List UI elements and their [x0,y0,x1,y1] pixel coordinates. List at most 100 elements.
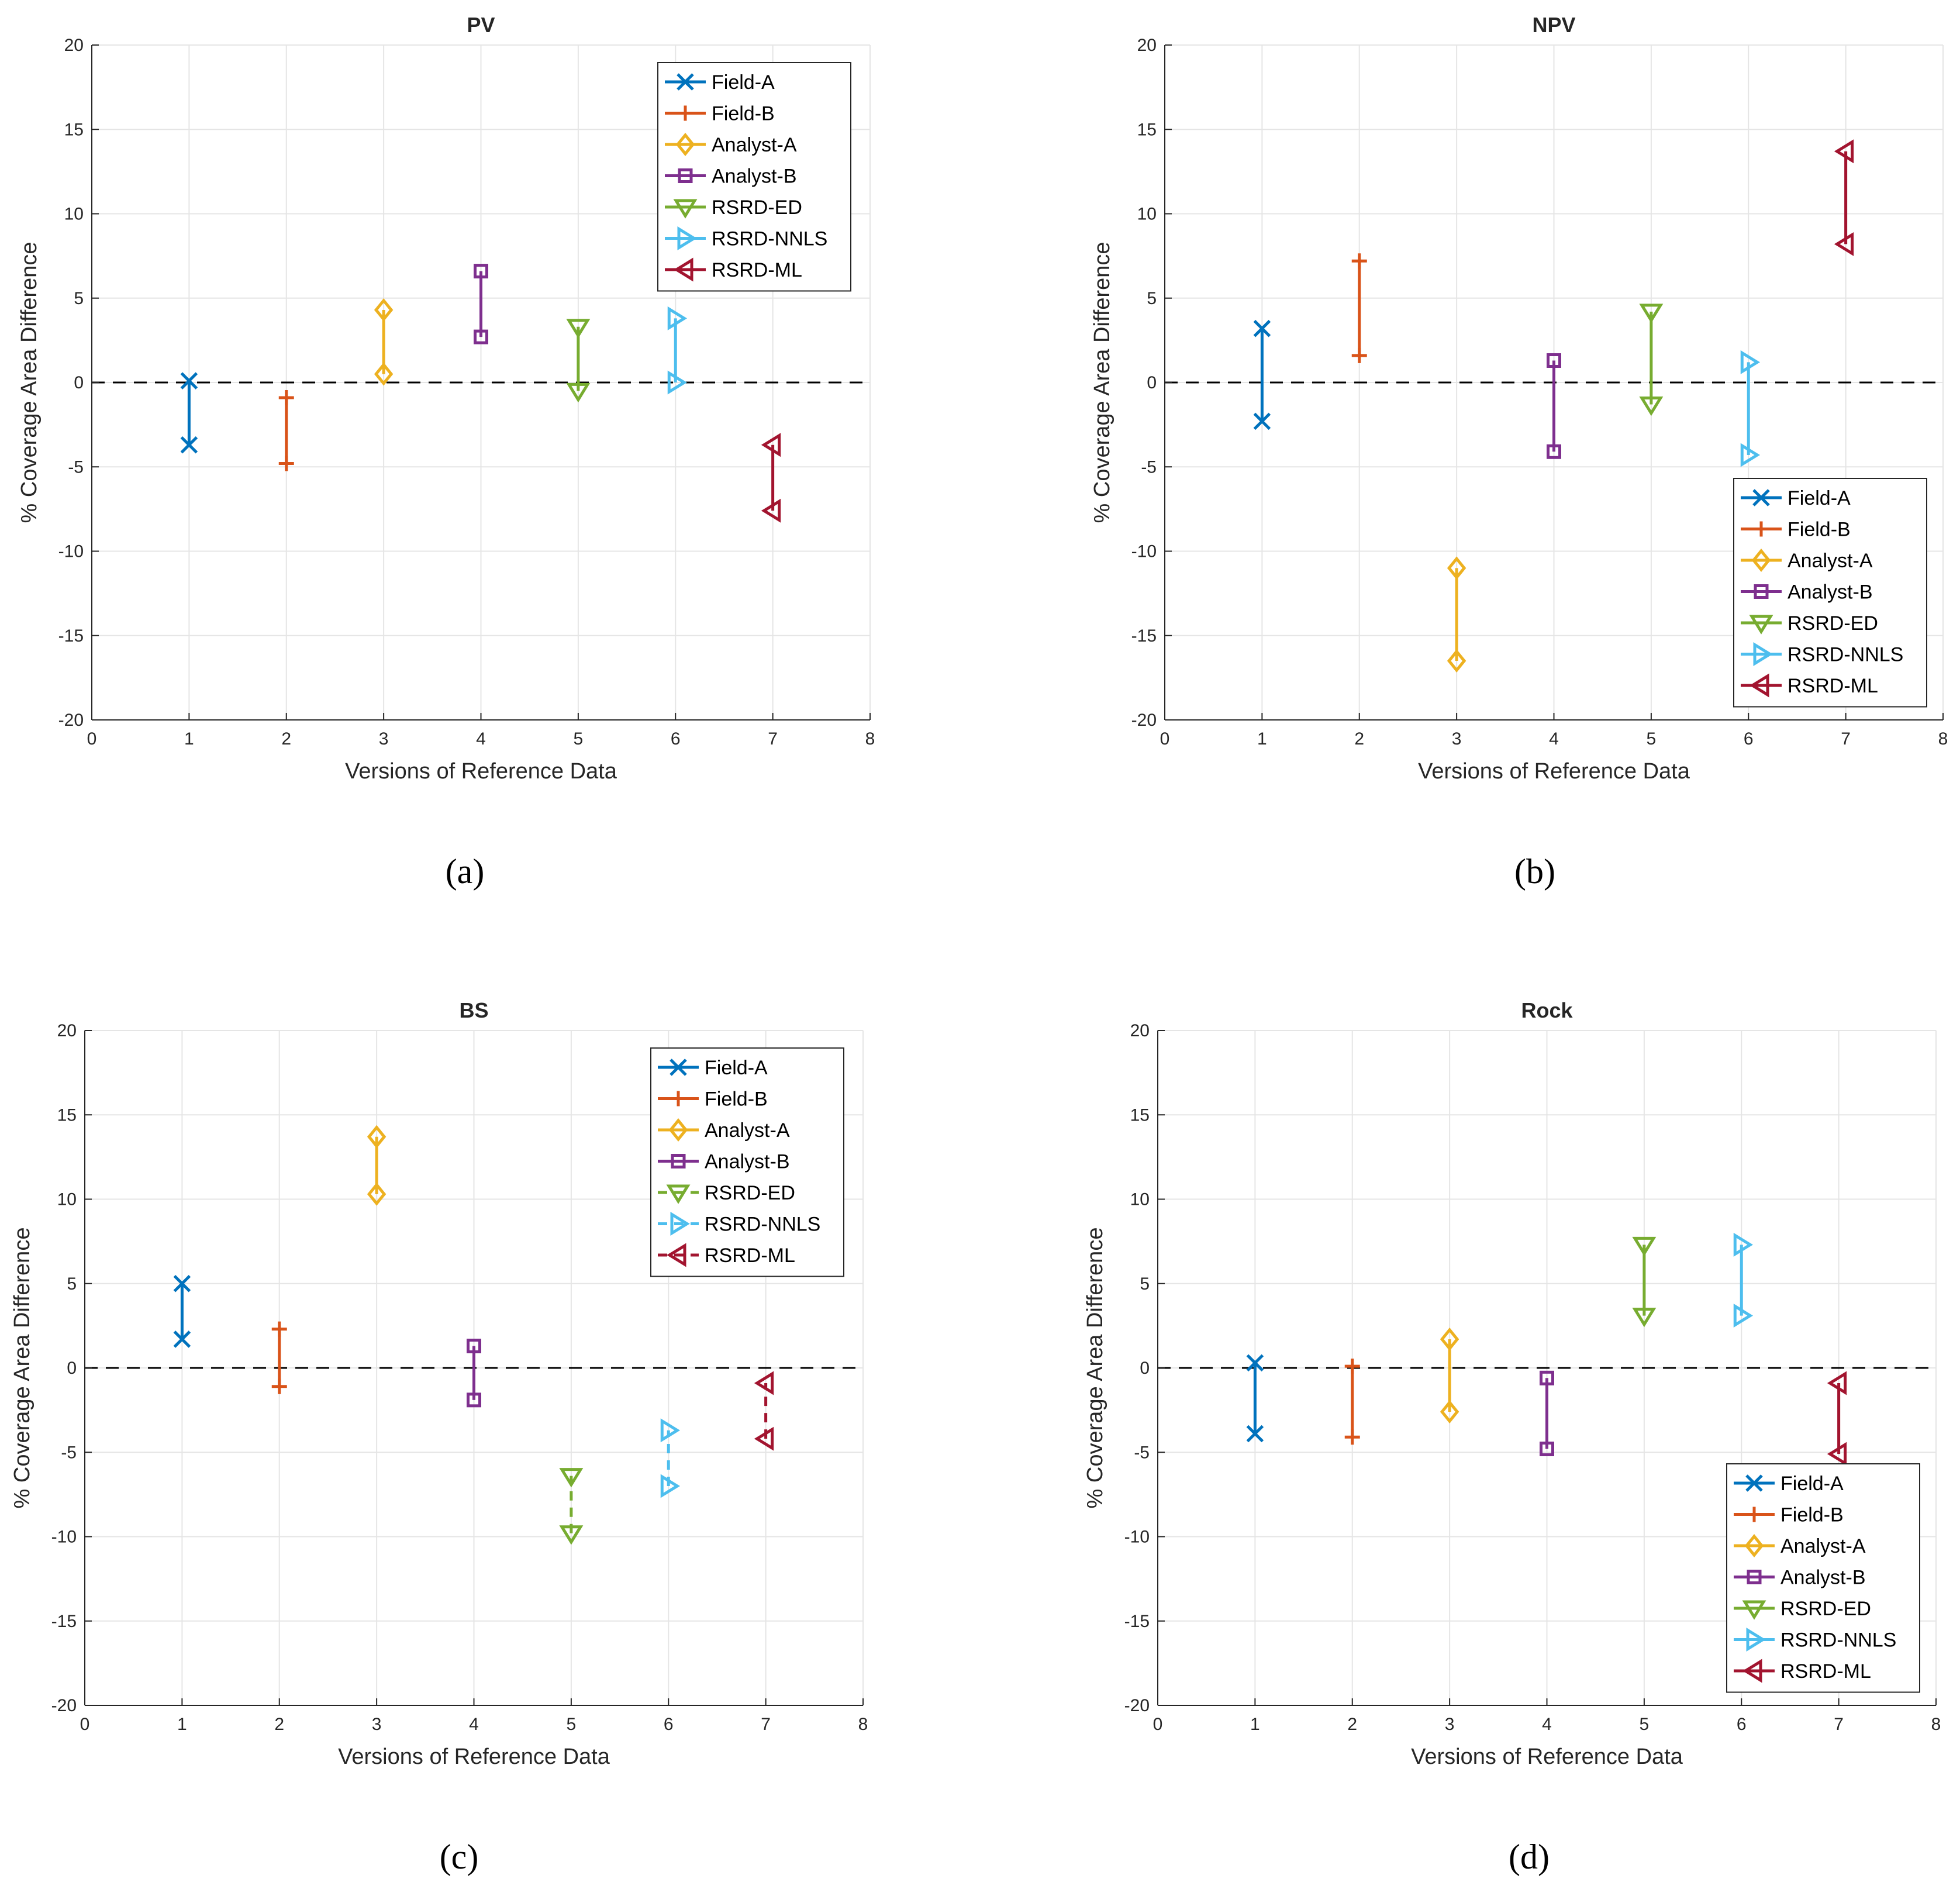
legend-item-analyst-b: Analyst-B [1741,581,1873,604]
marker-low-analyst-b [1540,1441,1554,1456]
series-rsrd-ml [1827,1371,1847,1466]
marker-low-field-b [278,456,294,471]
marker-high-analyst-b [467,1338,481,1353]
legend-marker [667,1243,686,1267]
y-tick-label: -10 [1124,1528,1150,1547]
marker-low-rsrd-ed [1639,397,1664,416]
legend-item-analyst-b: Analyst-B [1734,1567,1866,1589]
marker-low-field-b [1351,347,1367,363]
legend-marker [1751,549,1771,572]
y-tick-label: -15 [58,626,84,646]
marker-low-analyst-a [374,362,394,386]
marker-high-analyst-b [1540,1370,1554,1385]
marker-high-analyst-b [474,264,488,279]
y-tick-label: -15 [51,1612,77,1631]
legend-item-rsrd-ml: RSRD-ML [1741,673,1878,698]
series-field-b [1351,253,1367,363]
x-tick-label: 8 [858,1715,868,1734]
chart-title: BS [459,998,488,1022]
legend-item-field-a: Field-A [1734,1473,1844,1495]
legend-label: Analyst-A [705,1119,790,1142]
legend-marker [678,168,693,183]
legend-item-analyst-a: Analyst-A [658,1118,790,1142]
y-tick-label: -10 [58,542,84,561]
legend-label: RSRD-ML [705,1245,795,1267]
y-tick-label: 15 [57,1105,77,1125]
y-tick-label: 0 [74,373,84,392]
marker-high-rsrd-ml [754,1371,774,1395]
marker-high-rsrd-ml [1834,139,1854,164]
y-tick-label: 20 [64,36,84,55]
legend-item-field-a: Field-A [1741,487,1851,509]
legend-label: Analyst-B [712,166,797,188]
legend-item-rsrd-ml: RSRD-ML [658,1243,795,1267]
marker-high-field-b [271,1321,287,1337]
marker-high-field-a [173,1274,191,1292]
legend-item-analyst-b: Analyst-B [665,166,797,188]
series-rsrd-nnls [660,1418,681,1498]
y-tick-label: 20 [1137,36,1157,55]
marker-low-analyst-b [474,329,488,344]
series-field-b [278,389,294,471]
series-field-b [1344,1359,1360,1445]
marker-high-field-a [180,372,198,389]
series-field-a [173,1274,191,1348]
marker-high-rsrd-ml [761,433,781,457]
y-tick-label: -15 [1124,1612,1150,1631]
marker-low-rsrd-ml [1827,1442,1847,1466]
legend-marker [1744,1534,1764,1557]
legend-item-rsrd-ed: RSRD-ED [1734,1598,1871,1620]
legend-label: Analyst-B [1788,581,1873,604]
caption-a: (a) [446,852,485,891]
series-rsrd-nnls [1740,350,1761,467]
legend-marker [678,105,693,121]
legend-label: RSRD-ML [1780,1660,1871,1683]
panel-c: 0 1 2 3 4 5 6 7 8 -20 -15 -10 -5 0 5 10 15 20 BS Versions o… [10,998,868,1769]
marker-low-rsrd-nnls [660,1474,681,1498]
legend-item-rsrd-nnls: RSRD-NNLS [658,1212,820,1236]
legend-label: RSRD-NNLS [712,228,827,250]
marker-high-rsrd-ed [566,319,591,339]
legend-marker [671,1154,686,1168]
caption-b: (b) [1514,852,1555,891]
legend-item-rsrd-ml: RSRD-ML [665,257,802,282]
marker-high-rsrd-ed [1632,1236,1657,1257]
y-tick-label: 15 [1137,120,1157,139]
legend-item-field-a: Field-A [658,1057,768,1079]
legend-marker [1749,673,1769,698]
y-tick-label: -5 [68,457,84,477]
legend-label: Analyst-A [1788,550,1873,572]
marker-high-field-a [1253,319,1271,337]
y-tick-label: 5 [67,1274,77,1294]
marker-low-rsrd-ed [559,1525,584,1545]
marker-high-analyst-a [1440,1327,1459,1351]
x-tick-label: 1 [1257,729,1267,749]
y-tick-label: 15 [64,120,84,139]
marker-low-rsrd-ml [754,1426,774,1451]
legend-label: RSRD-ED [705,1182,795,1204]
legend-marker [1747,1570,1762,1584]
legend-label: Field-B [1780,1504,1844,1526]
legend-marker [670,1059,687,1076]
legend-marker [677,226,697,250]
caption-c: (c) [440,1838,479,1876]
legend-marker [1747,1507,1762,1522]
y-tick-label: 5 [1147,289,1157,308]
legend-marker [1742,1659,1762,1683]
legend-item-field-b: Field-B [1741,519,1851,541]
x-tick-label: 7 [1841,729,1851,749]
legend-item-rsrd-ed: RSRD-ED [658,1182,795,1204]
x-tick-label: 4 [1542,1715,1552,1734]
legend-item-field-a: Field-A [665,71,775,94]
marker-low-rsrd-nnls [667,370,688,395]
legend-marker [1745,1474,1763,1492]
x-axis-label: Versions of Reference Data [1418,759,1690,784]
marker-low-rsrd-nnls [1740,443,1761,467]
x-tick-label: 8 [865,729,875,749]
x-tick-label: 0 [1160,729,1170,749]
marker-high-analyst-b [1547,353,1561,368]
x-tick-label: 0 [80,1715,90,1734]
legend-item-rsrd-ed: RSRD-ED [665,197,802,219]
marker-high-rsrd-nnls [667,306,688,330]
